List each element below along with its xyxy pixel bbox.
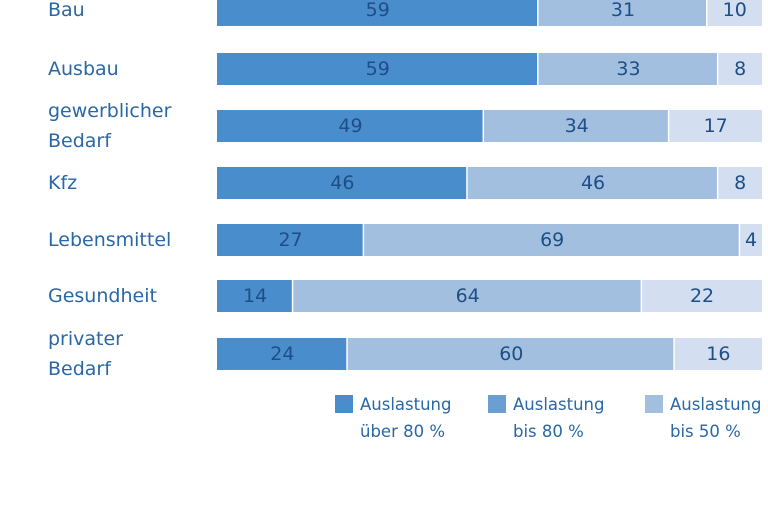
value-label: 69: [540, 229, 564, 251]
bar-segment: [217, 53, 538, 85]
bar-segment: [217, 0, 538, 26]
value-label: 8: [734, 172, 746, 194]
bar-segment: [674, 338, 762, 370]
value-label: 46: [581, 172, 605, 194]
bar-segment: [740, 224, 762, 256]
bar-segment: [217, 224, 363, 256]
bar-segment: [538, 53, 717, 85]
bar-segment: [718, 53, 762, 85]
bar-segment: [669, 110, 762, 142]
bar-segment: [364, 224, 739, 256]
bar-segment: [718, 167, 762, 199]
legend: Auslastung über 80 % Auslastung bis 80 % Aus…: [335, 395, 762, 441]
legend-swatch: [645, 395, 663, 413]
category-label: Kfz: [48, 172, 77, 194]
category-label: Ausbau: [48, 58, 119, 80]
value-label: 59: [366, 58, 390, 80]
category-label: Lebensmittel: [48, 229, 171, 251]
category-label: Gesundheit: [48, 285, 157, 307]
value-label: 31: [611, 0, 635, 21]
bar-segment: [293, 280, 641, 312]
value-label: 34: [565, 115, 589, 137]
bar-segment: [217, 280, 292, 312]
category-label: Bau: [48, 0, 85, 21]
legend-label: Auslastung bis 80 %: [513, 395, 605, 441]
bar-segment: [347, 338, 674, 370]
bar-segment: [217, 167, 467, 199]
bar-segment: [217, 338, 347, 370]
value-label: 64: [456, 285, 480, 307]
legend-label: Auslastung bis 50 %: [670, 395, 762, 441]
value-label: 27: [278, 229, 302, 251]
category-labels: Bau Ausbau gewerblicher Bedarf Kfz Lebensmitt…: [48, 0, 172, 380]
value-label: 24: [270, 343, 294, 365]
legend-label: Auslastung über 80 %: [360, 395, 452, 441]
bar-segment: [538, 0, 706, 26]
bar-segment: [217, 110, 483, 142]
value-label: 33: [616, 58, 640, 80]
value-label: 8: [734, 58, 746, 80]
value-label: 60: [499, 343, 523, 365]
category-label: gewerblicher Bedarf: [48, 100, 172, 152]
value-label: 10: [723, 0, 747, 21]
bar-segment: [642, 280, 762, 312]
value-label: 4: [745, 229, 757, 251]
legend-swatch: [488, 395, 506, 413]
category-label: privater Bedarf: [48, 328, 123, 380]
bars: 59 31 10 59 33 8 49 34 17 46 46 8 27 69 4 14 64 22 24 60 16: [217, 0, 762, 370]
bar-segment: [484, 110, 668, 142]
value-label: 59: [366, 0, 390, 21]
value-label: 22: [690, 285, 714, 307]
value-label: 17: [704, 115, 728, 137]
value-label: 14: [243, 285, 267, 307]
bar-segment: [707, 0, 762, 26]
value-label: 46: [330, 172, 354, 194]
value-label: 49: [338, 115, 362, 137]
bar-segment: [467, 167, 717, 199]
legend-swatch: [335, 395, 353, 413]
value-label: 16: [706, 343, 730, 365]
